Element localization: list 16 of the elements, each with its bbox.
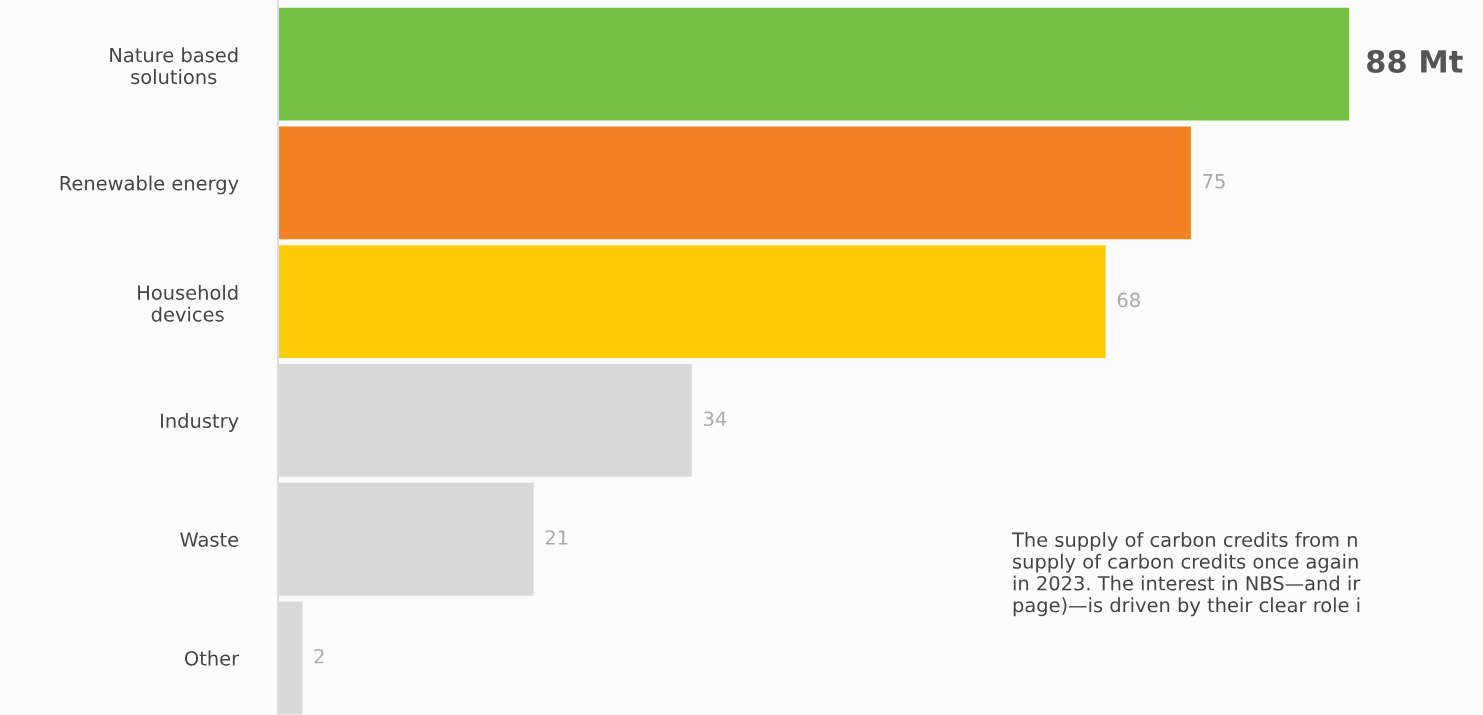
data-label: 88 Mt — [1367, 49, 1463, 73]
data-label: 75 — [1203, 174, 1225, 189]
bar — [278, 245, 1106, 359]
y-tick-label: Nature based solutions — [110, 47, 238, 85]
y-tick-label: Other — [184, 650, 240, 666]
data-label: 68 — [1117, 292, 1140, 308]
y-tick-label: Waste — [180, 532, 239, 547]
bar — [278, 7, 1350, 121]
y-tick-label: Industry — [161, 413, 239, 432]
data-label: 34 — [704, 411, 727, 427]
y-tick-label: Household devices — [138, 284, 238, 322]
data-label: 2 — [314, 648, 324, 664]
bar — [278, 126, 1191, 240]
y-tick-label: Renewable energy — [60, 175, 239, 195]
data-label: 21 — [545, 530, 568, 545]
annotation: The supply of carbon credits from n supply of carbon credits once again in 2023. The interest in NBS—and ir page)—is driven by their clear role i — [1011, 532, 1361, 617]
